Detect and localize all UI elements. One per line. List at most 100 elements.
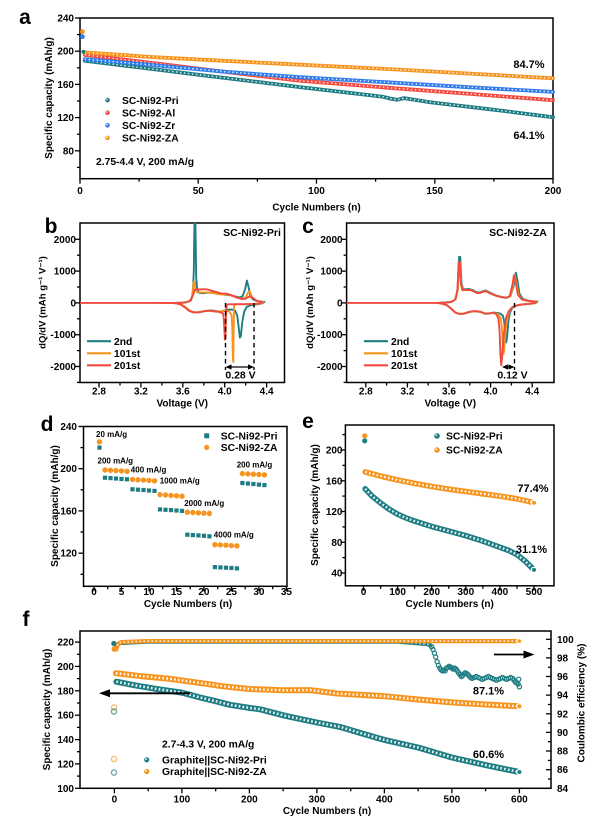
svg-text:0: 0 xyxy=(337,298,343,309)
svg-text:80: 80 xyxy=(331,538,343,549)
svg-text:2.8: 2.8 xyxy=(92,387,106,398)
svg-text:0: 0 xyxy=(112,795,118,806)
svg-text:120: 120 xyxy=(326,507,343,518)
svg-text:300: 300 xyxy=(457,587,474,598)
svg-text:SC-Ni92-Pri: SC-Ni92-Pri xyxy=(122,96,179,107)
svg-text:100: 100 xyxy=(389,587,406,598)
svg-text:200: 200 xyxy=(60,464,77,475)
svg-text:94: 94 xyxy=(557,691,569,702)
svg-text:-2000: -2000 xyxy=(317,362,343,373)
svg-text:200: 200 xyxy=(326,446,343,457)
svg-text:220: 220 xyxy=(57,638,74,649)
svg-text:Specific capacity (mAh/g): Specific capacity (mAh/g) xyxy=(310,444,321,566)
svg-text:64.1%: 64.1% xyxy=(513,130,544,142)
svg-text:dQ/dV (mAh g⁻¹ V⁻¹): dQ/dV (mAh g⁻¹ V⁻¹) xyxy=(38,256,49,349)
svg-text:120: 120 xyxy=(57,113,74,124)
svg-text:SC-Ni92-Pri: SC-Ni92-Pri xyxy=(221,432,278,443)
svg-text:Voltage (V): Voltage (V) xyxy=(425,399,476,410)
svg-text:15: 15 xyxy=(171,587,183,598)
svg-text:100: 100 xyxy=(308,186,325,197)
svg-text:2000: 2000 xyxy=(54,235,77,246)
svg-text:4.4: 4.4 xyxy=(260,387,274,398)
svg-text:0: 0 xyxy=(91,587,97,598)
svg-text:500: 500 xyxy=(444,795,461,806)
svg-text:400: 400 xyxy=(376,795,393,806)
svg-text:Voltage (V): Voltage (V) xyxy=(157,399,208,410)
svg-text:201st: 201st xyxy=(114,361,141,372)
svg-text:101st: 101st xyxy=(114,349,141,360)
svg-text:35: 35 xyxy=(281,587,293,598)
svg-text:1000: 1000 xyxy=(54,267,77,278)
svg-text:SC-Ni92-Pri: SC-Ni92-Pri xyxy=(446,432,503,443)
svg-text:200: 200 xyxy=(545,186,562,197)
svg-text:25: 25 xyxy=(226,587,238,598)
svg-text:5: 5 xyxy=(119,587,125,598)
svg-text:100: 100 xyxy=(57,784,74,795)
svg-text:240: 240 xyxy=(57,14,74,25)
svg-text:d: d xyxy=(41,413,54,436)
svg-text:120: 120 xyxy=(60,549,77,560)
svg-text:f: f xyxy=(23,608,31,631)
svg-text:31.1%: 31.1% xyxy=(516,544,547,556)
svg-text:60.6%: 60.6% xyxy=(473,749,504,761)
svg-text:SC-Ni92-ZA: SC-Ni92-ZA xyxy=(446,446,503,457)
svg-text:Specific capacity (mAh/g): Specific capacity (mAh/g) xyxy=(50,445,61,567)
svg-text:2.75-4.4 V, 200 mA/g: 2.75-4.4 V, 200 mA/g xyxy=(96,157,194,168)
svg-text:Cycle Numbers (n): Cycle Numbers (n) xyxy=(406,599,494,610)
svg-text:200: 200 xyxy=(57,47,74,58)
svg-text:400: 400 xyxy=(492,587,509,598)
svg-text:96: 96 xyxy=(557,672,569,683)
svg-text:92: 92 xyxy=(557,709,569,720)
svg-text:Specific capacity (mAh/g): Specific capacity (mAh/g) xyxy=(44,37,55,159)
svg-text:Graphite||SC-Ni92-Pri: Graphite||SC-Ni92-Pri xyxy=(162,755,267,766)
svg-text:Cycle Numbers (n): Cycle Numbers (n) xyxy=(144,599,232,610)
svg-text:3.2: 3.2 xyxy=(400,387,414,398)
svg-text:SC-Ni92-Zr: SC-Ni92-Zr xyxy=(122,121,175,132)
svg-text:SC-Ni92-ZA: SC-Ni92-ZA xyxy=(122,134,179,145)
svg-text:160: 160 xyxy=(57,80,74,91)
svg-text:3.2: 3.2 xyxy=(134,387,148,398)
svg-text:77.4%: 77.4% xyxy=(517,483,548,495)
svg-text:140: 140 xyxy=(57,735,74,746)
svg-text:0.12 V: 0.12 V xyxy=(497,370,527,382)
svg-text:20: 20 xyxy=(198,587,210,598)
svg-text:120: 120 xyxy=(57,759,74,770)
svg-text:200: 200 xyxy=(423,587,440,598)
svg-text:300: 300 xyxy=(309,795,326,806)
svg-text:-2000: -2000 xyxy=(50,362,76,373)
svg-text:0.28 V: 0.28 V xyxy=(225,370,255,382)
svg-text:2nd: 2nd xyxy=(391,337,409,348)
svg-text:98: 98 xyxy=(557,653,569,664)
svg-text:-1000: -1000 xyxy=(317,330,343,341)
svg-text:2000 mA/g: 2000 mA/g xyxy=(184,499,224,508)
svg-text:86: 86 xyxy=(557,765,569,776)
svg-text:SC-Ni92-ZA: SC-Ni92-ZA xyxy=(221,443,278,454)
svg-text:2nd: 2nd xyxy=(114,337,132,348)
svg-text:40: 40 xyxy=(331,569,343,580)
svg-text:400 mA/g: 400 mA/g xyxy=(131,465,167,474)
svg-text:160: 160 xyxy=(326,476,343,487)
svg-text:dQ/dV (mAh g⁻¹ V⁻¹): dQ/dV (mAh g⁻¹ V⁻¹) xyxy=(305,256,316,349)
svg-text:100: 100 xyxy=(557,635,574,646)
svg-text:Cycle Numbers (n): Cycle Numbers (n) xyxy=(272,203,360,214)
svg-text:180: 180 xyxy=(57,686,74,697)
svg-text:84: 84 xyxy=(557,784,569,795)
svg-text:Coulombic efficiency (%): Coulombic efficiency (%) xyxy=(577,644,588,763)
svg-text:2.8: 2.8 xyxy=(359,387,373,398)
svg-text:84.7%: 84.7% xyxy=(513,59,544,71)
svg-text:2.7-4.3 V, 200 mA/g: 2.7-4.3 V, 200 mA/g xyxy=(162,740,254,751)
svg-text:87.1%: 87.1% xyxy=(473,686,504,698)
svg-text:200: 200 xyxy=(241,795,258,806)
svg-text:4.4: 4.4 xyxy=(525,387,539,398)
svg-text:SC-Ni92-Al: SC-Ni92-Al xyxy=(122,109,175,120)
svg-text:0: 0 xyxy=(77,186,83,197)
svg-text:20 mA/g: 20 mA/g xyxy=(96,430,127,439)
svg-text:200 mA/g: 200 mA/g xyxy=(98,456,134,465)
svg-text:1000: 1000 xyxy=(320,267,343,278)
svg-text:30: 30 xyxy=(253,587,265,598)
svg-text:90: 90 xyxy=(557,728,569,739)
svg-text:SC-Ni92-ZA: SC-Ni92-ZA xyxy=(489,227,547,239)
svg-text:160: 160 xyxy=(57,711,74,722)
svg-text:b: b xyxy=(45,215,58,238)
svg-text:4.0: 4.0 xyxy=(218,387,232,398)
